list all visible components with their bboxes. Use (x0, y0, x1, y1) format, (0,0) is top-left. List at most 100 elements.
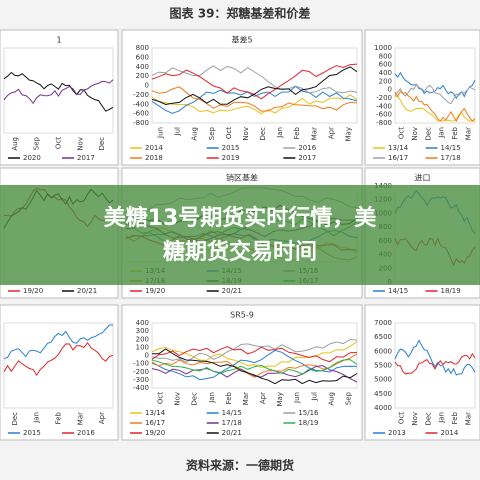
panel (364, 304, 480, 441)
decorative-line (394, 352, 476, 375)
decorative-line (151, 66, 358, 106)
legend-label: 2018 (145, 154, 163, 162)
x-tick-label: Mar (464, 127, 472, 140)
x-tick-label: Jan (438, 127, 446, 139)
y-tick-label: 1000 (374, 44, 392, 52)
decorative-line (151, 94, 358, 115)
footer-source: 资料来源：一德期货 (186, 458, 294, 473)
y-tick-label: 7000 (374, 319, 392, 327)
y-tick-label: -200 (376, 94, 392, 102)
y-tick-label: 0 (145, 352, 149, 360)
decorative-line (151, 65, 358, 94)
header-title: 图表 39：郑糖基差和价差 (170, 6, 311, 21)
y-tick-label: 400 (379, 69, 392, 77)
x-tick-label: Oct (55, 137, 63, 149)
y-tick-label: -300 (133, 376, 149, 384)
y-tick-label: -800 (133, 119, 149, 127)
x-tick-label: Jun (293, 392, 301, 404)
legend-label: 13/14 (388, 144, 409, 152)
legend-label: 16/17 (388, 154, 408, 162)
legend-label: 19/20 (145, 287, 165, 295)
legend-label: 20/21 (222, 429, 242, 437)
x-tick-label: Aug (191, 127, 199, 141)
plot-area (151, 322, 358, 389)
x-tick-label: Feb (451, 126, 459, 139)
decorative-line (394, 83, 476, 105)
x-tick-label: Sep (208, 126, 216, 140)
legend-label: 20/21 (77, 287, 97, 295)
plot-area (3, 322, 114, 409)
panel-title: 基差5 (231, 35, 252, 45)
x-tick-label: Nov (411, 412, 419, 426)
decorative-line (151, 85, 358, 114)
y-tick-label: 0 (145, 82, 149, 90)
y-tick-label: -200 (133, 368, 149, 376)
decorative-line (3, 324, 113, 360)
y-tick-label: 600 (379, 61, 392, 69)
legend-label: 2020 (23, 154, 41, 162)
x-tick-label: Nov (76, 137, 84, 151)
legend-label: 2014 (145, 144, 163, 152)
banner-line: 美糖13号期货实时行情，美 (104, 205, 378, 231)
panel (0, 29, 119, 166)
decorative-line (151, 86, 358, 112)
decorative-line (394, 95, 475, 122)
x-tick-label: Aug (11, 137, 19, 151)
legend-label: 2014 (441, 429, 459, 437)
legend-label: 17/18 (222, 419, 242, 427)
x-tick-label: Mar (310, 127, 318, 140)
y-tick-label: 4000 (374, 404, 392, 412)
panel-title: SR5-9 (230, 311, 254, 320)
panel-title: 进口 (415, 174, 431, 183)
x-tick-label: Mar (242, 392, 250, 405)
decorative-line (151, 338, 358, 363)
y-tick-label: 400 (136, 319, 149, 327)
legend-label: 16/17 (145, 419, 165, 427)
x-tick-label: Jan (276, 127, 284, 139)
x-tick-label: Jan (438, 412, 446, 424)
x-tick-label: Oct (225, 127, 233, 139)
decorative-line (151, 359, 358, 375)
x-tick-label: Aug (327, 392, 335, 406)
x-tick-label: Nov (242, 127, 250, 141)
y-tick-label: -200 (133, 91, 149, 99)
y-tick-label: 0 (388, 86, 392, 94)
legend-label: 14/15 (388, 287, 408, 295)
decorative-line (151, 348, 358, 385)
y-tick-label: 600 (136, 53, 149, 61)
decorative-line (151, 341, 358, 368)
y-tick-label: 400 (136, 63, 149, 71)
panel (364, 29, 480, 166)
legend-label: 2016 (77, 429, 95, 437)
y-tick-label: 100 (136, 343, 149, 351)
y-tick-label: -400 (376, 102, 392, 110)
decorative-line (151, 353, 358, 378)
x-tick-label: Dec (424, 412, 432, 426)
x-tick-label: Nov (174, 392, 182, 406)
legend-label: 2019 (222, 154, 240, 162)
decorative-line (394, 90, 476, 122)
legend-label: 2016 (298, 144, 316, 152)
x-tick-label: Apr (327, 127, 335, 139)
x-tick-label: Jul (174, 127, 182, 137)
legend-label: 19/20 (145, 429, 165, 437)
x-tick-label: Dec (424, 127, 432, 141)
y-tick-label: 800 (379, 52, 392, 60)
legend-label: 15/16 (298, 409, 319, 417)
x-tick-label: Dec (191, 392, 199, 406)
x-tick-label: Feb (451, 411, 459, 424)
plot-area (151, 47, 358, 124)
x-tick-label: Mar (464, 412, 472, 425)
y-tick-label: -100 (133, 360, 149, 368)
x-tick-label: Apr (98, 412, 106, 424)
decorative-line (3, 341, 114, 377)
y-tick-label: 4500 (374, 390, 392, 398)
decorative-line (151, 365, 358, 383)
x-tick-label: May (276, 392, 284, 406)
x-tick-label: Feb (293, 126, 301, 139)
legend-label: 14/15 (441, 144, 461, 152)
panel (121, 29, 363, 166)
y-tick-label: 6000 (374, 347, 392, 355)
panel (121, 304, 363, 441)
